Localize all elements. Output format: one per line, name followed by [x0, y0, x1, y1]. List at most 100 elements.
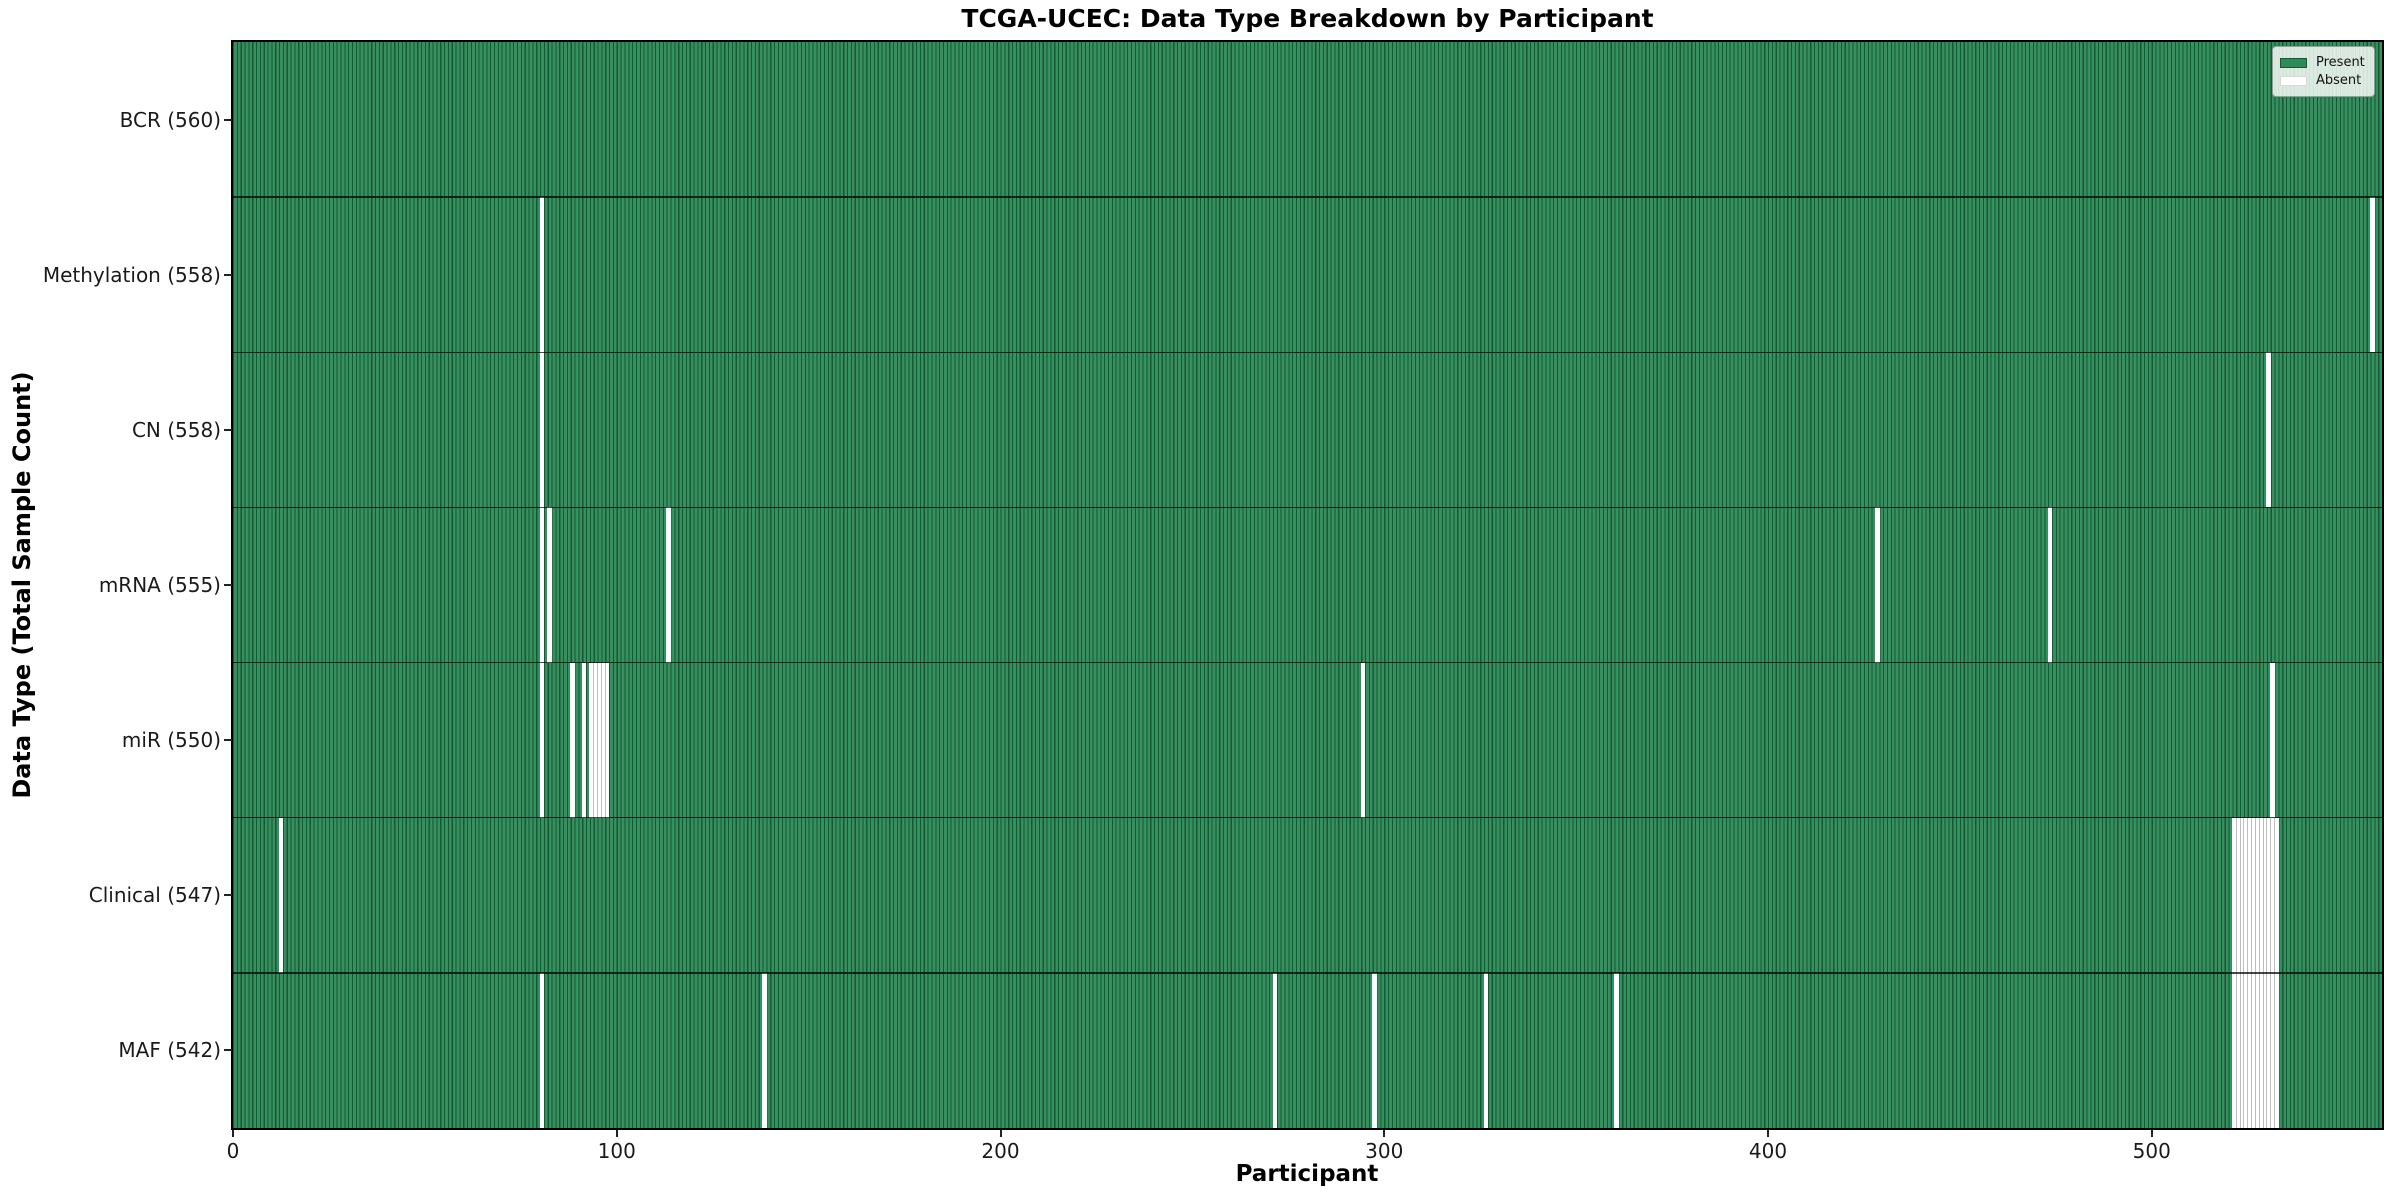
absent-bar: [589, 662, 595, 818]
present-swatch-icon: [2280, 57, 2307, 68]
absent-bar: [601, 662, 606, 818]
absent-bar: [2239, 817, 2245, 973]
y-tick-mark: [224, 584, 232, 586]
absent-bar: [2258, 817, 2264, 973]
x-tick-label: 300: [1365, 1139, 1404, 1163]
absent-bar: [2254, 817, 2260, 973]
row-boundary: [233, 972, 2382, 974]
absent-bar: [2235, 972, 2241, 1128]
absent-bar: [2251, 972, 2256, 1128]
data-row-cn: [233, 352, 2382, 508]
row-boundary: [233, 816, 2382, 819]
absent-bar: [2262, 817, 2268, 973]
absent-bar: [1875, 507, 1880, 663]
x-tick-mark: [999, 1130, 1002, 1137]
x-tick-mark: [1767, 1130, 1769, 1137]
x-axis-label: Participant: [1235, 1161, 1379, 1187]
chart-title: TCGA-UCEC: Data Type Breakdown by Partic…: [961, 4, 1654, 33]
data-row-mir: [233, 662, 2382, 818]
data-row-maf: [233, 972, 2382, 1128]
x-tick-mark: [615, 1130, 618, 1137]
absent-bar: [2243, 972, 2249, 1128]
y-tick-label: Methylation (558): [42, 262, 221, 287]
absent-bar: [2254, 972, 2260, 1128]
y-tick-label: miR (550): [121, 728, 221, 753]
y-tick-mark: [224, 118, 232, 121]
row-boundary: [233, 661, 2382, 664]
legend-label-present: Present: [2316, 55, 2365, 70]
absent-bar: [2270, 662, 2275, 818]
legend-label-absent: Absent: [2316, 73, 2362, 88]
y-tick-mark: [224, 1049, 232, 1052]
x-tick-mark: [232, 1130, 234, 1137]
absent-bar: [2231, 817, 2237, 973]
row-boundary: [233, 506, 2382, 509]
absent-bar: [1614, 972, 1619, 1128]
absent-bar: [1372, 972, 1377, 1128]
y-tick-label: MAF (542): [118, 1038, 221, 1063]
absent-bar: [2274, 972, 2279, 1128]
absent-bar: [539, 662, 545, 818]
plot-area: [231, 40, 2384, 1130]
absent-bar: [2047, 507, 2053, 663]
x-tick-label: 500: [2132, 1139, 2171, 1163]
absent-bar: [539, 972, 545, 1128]
absent-bar: [570, 662, 575, 818]
absent-bar: [2235, 817, 2241, 973]
y-tick-mark: [224, 428, 232, 431]
absent-bar: [539, 507, 545, 663]
absent-bar: [2370, 197, 2375, 353]
x-tick-mark: [2150, 1130, 2153, 1137]
absent-bar: [2262, 972, 2268, 1128]
y-tick-label: CN (558): [131, 417, 221, 442]
absent-bar: [2247, 817, 2252, 973]
data-row-mrna: [233, 507, 2382, 663]
absent-bar: [597, 662, 602, 818]
row-boundary: [233, 196, 2382, 198]
absent-bar: [666, 507, 671, 663]
y-tick-mark: [224, 894, 232, 897]
absent-bar: [547, 507, 552, 663]
absent-bar: [1360, 662, 1366, 818]
absent-bar: [2258, 972, 2264, 1128]
data-row-clinical: [233, 817, 2382, 973]
legend-entry-absent: Absent: [2280, 73, 2365, 88]
absent-bar: [2239, 972, 2245, 1128]
x-tick-label: 200: [981, 1139, 1020, 1163]
absent-bar: [2243, 817, 2249, 973]
x-tick-mark: [1383, 1130, 1386, 1137]
absent-swatch-icon: [2280, 75, 2307, 86]
row-boundary: [233, 351, 2382, 354]
absent-bar: [2270, 972, 2275, 1128]
y-tick-label: mRNA (555): [98, 573, 221, 597]
absent-bar: [762, 972, 767, 1128]
absent-bar: [2266, 352, 2272, 508]
x-tick-label: 400: [1748, 1139, 1788, 1163]
data-row-bcr: [233, 42, 2382, 198]
absent-bar: [593, 662, 598, 818]
absent-bar: [2251, 817, 2256, 973]
absent-bar: [2270, 817, 2275, 973]
data-row-methylation: [233, 197, 2382, 353]
absent-bar: [604, 662, 610, 818]
legend: Present Absent: [2272, 46, 2375, 97]
y-tick-label: BCR (560): [119, 107, 221, 132]
absent-bar: [2231, 972, 2237, 1128]
y-tick-label: Clinical (547): [88, 883, 221, 908]
x-tick-label: 0: [226, 1139, 240, 1163]
absent-bar: [2247, 972, 2252, 1128]
absent-bar: [1272, 972, 1278, 1128]
y-tick-mark: [224, 739, 232, 742]
absent-bar: [278, 817, 284, 973]
absent-bar: [2266, 817, 2272, 973]
legend-entry-present: Present: [2280, 55, 2365, 70]
absent-bar: [2266, 972, 2272, 1128]
y-tick-mark: [224, 273, 232, 276]
absent-bar: [2274, 817, 2279, 973]
x-tick-label: 100: [597, 1139, 636, 1163]
absent-bar: [539, 197, 545, 353]
absent-bar: [581, 662, 587, 818]
absent-bar: [539, 352, 545, 508]
absent-bar: [1483, 972, 1489, 1128]
